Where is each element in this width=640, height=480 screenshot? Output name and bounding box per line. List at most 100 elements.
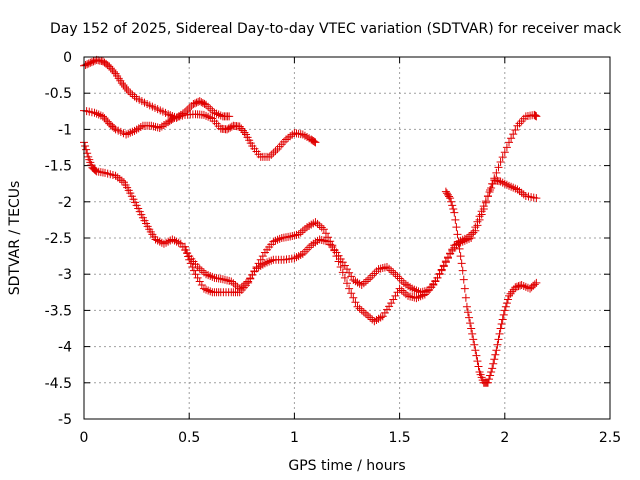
data-point-arc-2 <box>168 114 177 123</box>
data-point-arc-2 <box>311 138 320 147</box>
data-point-arc-3 <box>505 181 514 190</box>
data-point-arc-3 <box>351 277 360 286</box>
data-point-arc-4 <box>186 259 195 268</box>
data-point-arc-5 <box>501 302 510 311</box>
data-point-arc-5 <box>489 359 498 368</box>
data-point-arc-3 <box>90 165 99 174</box>
data-point-arc-4 <box>404 291 413 300</box>
data-point-arc-3 <box>397 276 406 285</box>
data-point-arc-4 <box>532 112 541 121</box>
data-point-arc-4 <box>385 302 394 311</box>
data-point-arc-4 <box>502 143 511 152</box>
data-point-arc-4 <box>202 285 211 294</box>
data-point-arc-2 <box>303 133 312 142</box>
data-point-arc-4 <box>188 262 197 271</box>
data-point-arc-4 <box>351 298 360 307</box>
data-point-arc-3 <box>117 176 126 185</box>
data-point-arc-5 <box>503 295 512 304</box>
x-tick-label: 1 <box>290 430 299 446</box>
data-point-arc-4 <box>479 205 488 214</box>
data-point-arc-4 <box>401 290 410 299</box>
data-point-arc-4 <box>376 313 385 322</box>
data-point-arc-1 <box>122 85 131 94</box>
data-point-arc-3 <box>315 235 324 244</box>
data-point-arc-4 <box>343 279 351 288</box>
data-point-arc-4 <box>368 315 377 324</box>
data-point-arc-5 <box>462 302 471 311</box>
y-tick-label: -3.5 <box>45 303 72 319</box>
data-point-arc-3 <box>509 183 518 192</box>
data-point-arc-4 <box>357 306 366 315</box>
data-point-arc-4 <box>406 292 415 301</box>
data-point-arc-4 <box>332 252 341 261</box>
data-point-arc-5 <box>459 275 468 284</box>
data-point-arc-4 <box>292 230 301 239</box>
data-point-arc-1 <box>212 109 221 118</box>
data-point-arc-3 <box>113 173 122 182</box>
data-point-arc-4 <box>412 294 421 303</box>
data-point-arc-5 <box>485 375 494 384</box>
data-point-arc-4 <box>273 235 282 244</box>
data-point-arc-3 <box>343 265 351 274</box>
data-point-arc-4 <box>437 266 446 275</box>
data-point-arc-5 <box>469 335 478 344</box>
data-point-arc-3 <box>155 237 164 246</box>
data-point-arc-5 <box>468 329 477 338</box>
data-point-arc-3 <box>151 235 160 244</box>
data-point-arc-5 <box>519 281 528 290</box>
data-point-arc-2 <box>159 121 168 130</box>
data-point-arc-4 <box>206 287 215 296</box>
data-point-arc-4 <box>286 232 295 241</box>
data-point-arc-4 <box>244 278 253 287</box>
data-point-arc-1 <box>185 104 194 113</box>
data-point-arc-2 <box>92 109 101 118</box>
data-point-arc-3 <box>229 279 238 288</box>
data-point-arc-4 <box>185 255 194 264</box>
data-point-arc-5 <box>471 346 480 355</box>
y-axis-label: SDTVAR / TECUs <box>7 181 23 296</box>
axis-ticks: 0 -0.5 -1 -1.5 -2 -2.5 -3 -3.5 -4 -4.5 -5 0 0.5 1 1.5 2… <box>45 50 621 446</box>
data-point-arc-3 <box>485 188 494 197</box>
data-point-arc-4 <box>248 270 257 279</box>
data-point-arc-3 <box>361 277 370 286</box>
data-points <box>80 55 541 387</box>
data-point-arc-4 <box>315 221 324 230</box>
data-point-arc-4 <box>317 223 326 232</box>
data-point-arc-3 <box>338 258 347 267</box>
data-point-arc-1 <box>164 110 173 119</box>
data-point-arc-3 <box>515 187 524 196</box>
data-point-arc-3 <box>374 265 383 274</box>
data-point-arc-4 <box>441 258 450 267</box>
data-point-arc-3 <box>172 237 181 246</box>
data-point-arc-3 <box>231 281 240 290</box>
data-point-arc-2 <box>147 121 156 130</box>
data-point-arc-2 <box>284 133 293 142</box>
data-point-arc-4 <box>246 274 255 283</box>
data-point-arc-3 <box>399 278 408 287</box>
data-point-arc-5 <box>530 280 539 289</box>
data-point-arc-3 <box>340 261 349 270</box>
data-point-arc-4 <box>500 148 509 157</box>
data-point-arc-5 <box>495 329 504 338</box>
x-tick-label: 0 <box>80 430 89 446</box>
data-point-arc-1 <box>210 108 219 117</box>
data-point-arc-4 <box>460 234 469 243</box>
data-point-arc-4 <box>305 221 314 230</box>
data-point-arc-2 <box>128 127 137 136</box>
data-point-arc-3 <box>311 238 320 247</box>
data-point-arc-5 <box>488 364 497 373</box>
data-point-arc-3 <box>389 268 398 277</box>
data-point-arc-3 <box>376 264 385 273</box>
data-point-arc-4 <box>307 220 316 229</box>
data-point-arc-3 <box>378 264 387 273</box>
data-point-arc-1 <box>183 106 192 115</box>
data-point-arc-4 <box>353 302 362 311</box>
data-point-arc-4 <box>467 230 476 239</box>
data-point-arc-5 <box>472 351 481 360</box>
data-point-arc-4 <box>435 270 444 279</box>
data-point-arc-3 <box>391 270 400 279</box>
data-point-arc-3 <box>174 238 183 247</box>
data-point-arc-3 <box>195 264 204 273</box>
data-point-arc-4 <box>498 153 507 162</box>
data-point-arc-4 <box>431 277 440 286</box>
